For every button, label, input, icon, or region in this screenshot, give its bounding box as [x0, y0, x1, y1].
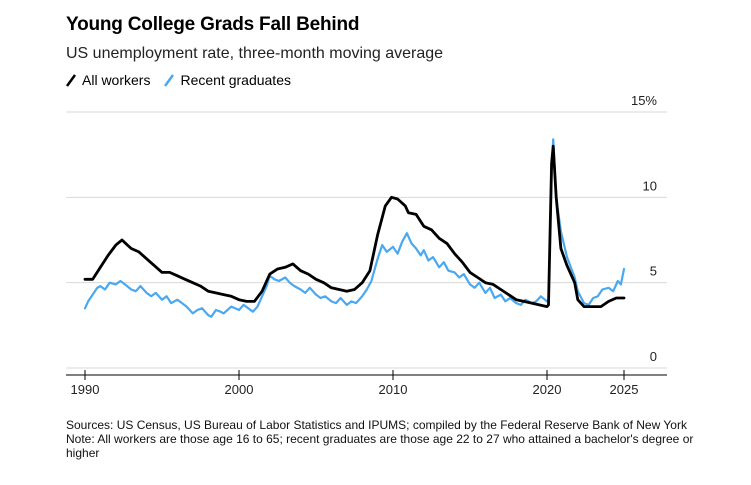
x-tick-label: 2025	[610, 382, 639, 397]
definitions-note: Note: All workers are those age 16 to 65…	[66, 432, 694, 460]
x-tick-label: 2020	[533, 382, 562, 397]
series-line-all-workers	[83, 144, 626, 308]
x-tick-label: 2000	[225, 382, 254, 397]
y-tick-label: 15%	[631, 93, 657, 108]
y-tick-label: 5	[650, 264, 657, 279]
chart-title: Young College Grads Fall Behind	[66, 14, 360, 35]
x-tick-label: 2010	[379, 382, 408, 397]
chart-subtitle: US unemployment rate, three-month moving…	[66, 45, 444, 62]
y-tick-label: 10	[643, 178, 657, 193]
legend-item-all-workers: All workers	[66, 72, 150, 88]
legend-swatch-all-workers	[66, 73, 76, 87]
legend-label-all-workers: All workers	[82, 72, 151, 88]
series-line-recent-graduates	[83, 138, 626, 318]
legend: All workers Recent graduates	[66, 72, 305, 88]
legend-item-recent-graduates: Recent graduates	[164, 72, 291, 88]
legend-swatch-recent-graduates	[164, 73, 175, 87]
x-tick-label: 1990	[71, 382, 100, 397]
legend-label-recent-graduates: Recent graduates	[180, 72, 291, 88]
y-tick-label: 0	[650, 349, 657, 364]
sources-note: Sources: US Census, US Bureau of Labor S…	[66, 418, 687, 432]
chart-footer: Sources: US Census, US Bureau of Labor S…	[66, 418, 706, 460]
